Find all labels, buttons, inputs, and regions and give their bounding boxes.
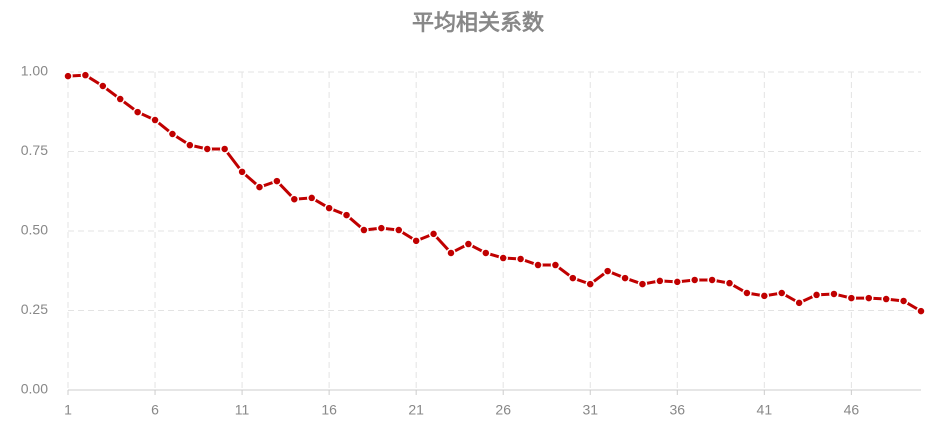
- point: [359, 225, 369, 235]
- point: [724, 278, 735, 288]
- point: [898, 296, 909, 306]
- point: [185, 140, 195, 150]
- point: [620, 273, 630, 283]
- point: [132, 107, 143, 117]
- point: [759, 291, 770, 301]
- y-tick-label: 0.75: [21, 142, 48, 158]
- point: [411, 236, 421, 246]
- point: [672, 277, 683, 287]
- point: [237, 167, 247, 177]
- point: [515, 254, 526, 264]
- point: [80, 70, 91, 80]
- point: [498, 253, 508, 263]
- point: [742, 288, 752, 298]
- point: [550, 260, 561, 270]
- point: [811, 290, 822, 300]
- x-tick-label: 36: [669, 402, 685, 418]
- point: [376, 223, 387, 233]
- point: [167, 129, 178, 139]
- point: [115, 94, 125, 104]
- point: [219, 144, 230, 154]
- point: [794, 298, 804, 308]
- point: [655, 276, 665, 286]
- y-tick-label: 1.00: [21, 63, 48, 79]
- x-tick-label: 6: [151, 402, 159, 418]
- point: [324, 203, 334, 213]
- x-tick-label: 21: [408, 402, 424, 418]
- point: [446, 248, 456, 258]
- point: [63, 71, 73, 81]
- point: [394, 225, 404, 235]
- line: [67, 73, 922, 313]
- x-tick-label: 26: [495, 402, 511, 418]
- point: [289, 194, 300, 204]
- point: [306, 193, 317, 203]
- point: [637, 279, 648, 289]
- point: [916, 306, 926, 316]
- chart-title: 平均相关系数: [412, 10, 545, 35]
- point: [689, 275, 700, 285]
- point: [150, 115, 160, 125]
- y-tick-label: 0.50: [21, 222, 48, 238]
- y-tick-label: 0.00: [21, 381, 48, 397]
- point: [202, 144, 213, 154]
- x-tick-label: 46: [844, 402, 860, 418]
- point: [585, 279, 595, 289]
- point: [341, 210, 352, 220]
- point: [829, 289, 839, 299]
- point: [463, 239, 474, 249]
- point: [864, 293, 874, 303]
- point: [533, 260, 543, 270]
- point: [881, 294, 891, 304]
- y-tick-label: 0.25: [21, 301, 48, 317]
- x-tick-label: 11: [235, 402, 250, 418]
- point: [846, 293, 857, 303]
- x-tick-label: 1: [64, 402, 72, 418]
- point: [272, 176, 282, 186]
- point: [568, 273, 578, 283]
- point: [254, 182, 265, 192]
- point: [776, 288, 787, 298]
- point: [602, 266, 613, 276]
- point: [707, 275, 717, 285]
- point: [428, 229, 439, 239]
- x-tick-label: 16: [321, 402, 337, 418]
- x-tick-label: 31: [582, 402, 598, 418]
- point: [98, 81, 108, 91]
- point: [481, 248, 491, 258]
- x-tick-label: 41: [757, 402, 773, 418]
